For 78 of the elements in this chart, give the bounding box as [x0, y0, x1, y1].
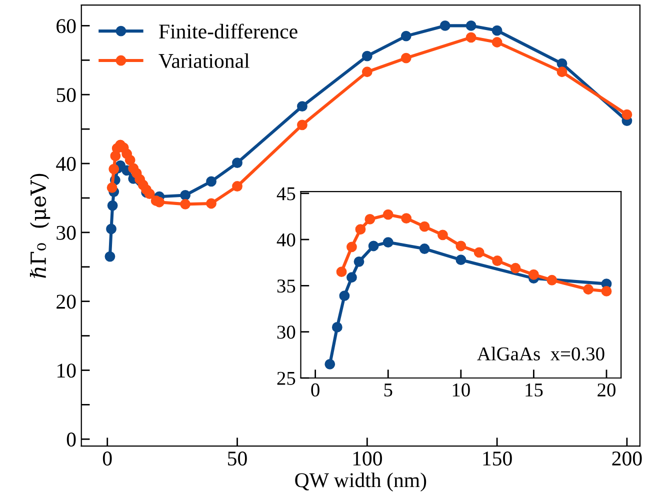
x-tick-label: 100 [353, 452, 382, 466]
point [601, 286, 612, 296]
y-tick-label: 30 [56, 226, 76, 240]
y-tick-label: 0 [66, 432, 76, 447]
x-tick-label: 10 [452, 383, 470, 397]
y-tick-label: 10 [58, 364, 76, 378]
point [296, 120, 308, 130]
legend-label: Finite-difference [159, 24, 298, 39]
point [232, 158, 242, 168]
point [419, 221, 430, 232]
x-axis-title: QW width (nm) [295, 472, 426, 492]
point [419, 244, 430, 254]
point [339, 290, 350, 302]
y-axis-title: ℏΓ₀ (μeV) [30, 174, 50, 278]
point [456, 240, 466, 252]
point [492, 25, 502, 36]
point [232, 181, 242, 192]
point [362, 66, 372, 78]
point [144, 188, 155, 200]
y-tick-label: 60 [56, 19, 76, 34]
point [510, 262, 521, 274]
annotation: AlGaAs x=0.30 [477, 346, 604, 361]
y-tick-label: 25 [277, 372, 296, 385]
point [546, 274, 558, 286]
point [438, 230, 448, 240]
y-tick-label: 20 [56, 294, 76, 309]
point [296, 101, 308, 112]
x-tick-label: 20 [598, 383, 616, 397]
point [400, 52, 412, 64]
point [124, 154, 136, 166]
point [346, 272, 357, 283]
point [456, 254, 466, 266]
point [354, 256, 364, 267]
x-tick-label: 5 [384, 384, 392, 397]
point [474, 247, 484, 258]
x-tick-label: 150 [483, 452, 512, 466]
y-tick-label: 45 [276, 187, 296, 200]
x-tick-label: 0 [311, 383, 320, 397]
point [364, 214, 376, 224]
y-tick-label: 40 [276, 233, 296, 246]
point [382, 209, 394, 220]
x-tick-label: 200 [612, 452, 642, 466]
point [528, 269, 539, 280]
point [355, 224, 366, 235]
point [346, 242, 357, 252]
point [401, 213, 412, 224]
point [104, 251, 116, 262]
point [206, 198, 216, 209]
point [106, 182, 118, 193]
point [180, 190, 190, 200]
y-tick-label: 35 [277, 280, 296, 293]
point [492, 256, 503, 266]
legend-label: Variational [158, 53, 250, 68]
point [492, 37, 502, 48]
point [583, 284, 594, 295]
point [622, 109, 632, 120]
y-tick-label: 40 [56, 156, 76, 171]
x-tick-label: 0 [102, 452, 112, 466]
point [440, 20, 450, 31]
x-tick-label: 15 [526, 384, 543, 397]
point [324, 358, 336, 370]
point [368, 240, 379, 252]
point [154, 196, 165, 208]
point [466, 32, 476, 43]
point [362, 50, 372, 62]
point [206, 176, 216, 187]
point [107, 200, 118, 211]
x-tick-label: 50 [228, 452, 247, 466]
point [556, 66, 568, 78]
point [336, 266, 347, 278]
point [466, 20, 476, 31]
point [382, 237, 394, 248]
y-tick-label: 30 [277, 326, 296, 339]
point [332, 322, 342, 332]
point [400, 30, 412, 42]
point [180, 198, 190, 210]
y-tick-label: 50 [56, 88, 76, 102]
point [106, 224, 116, 234]
